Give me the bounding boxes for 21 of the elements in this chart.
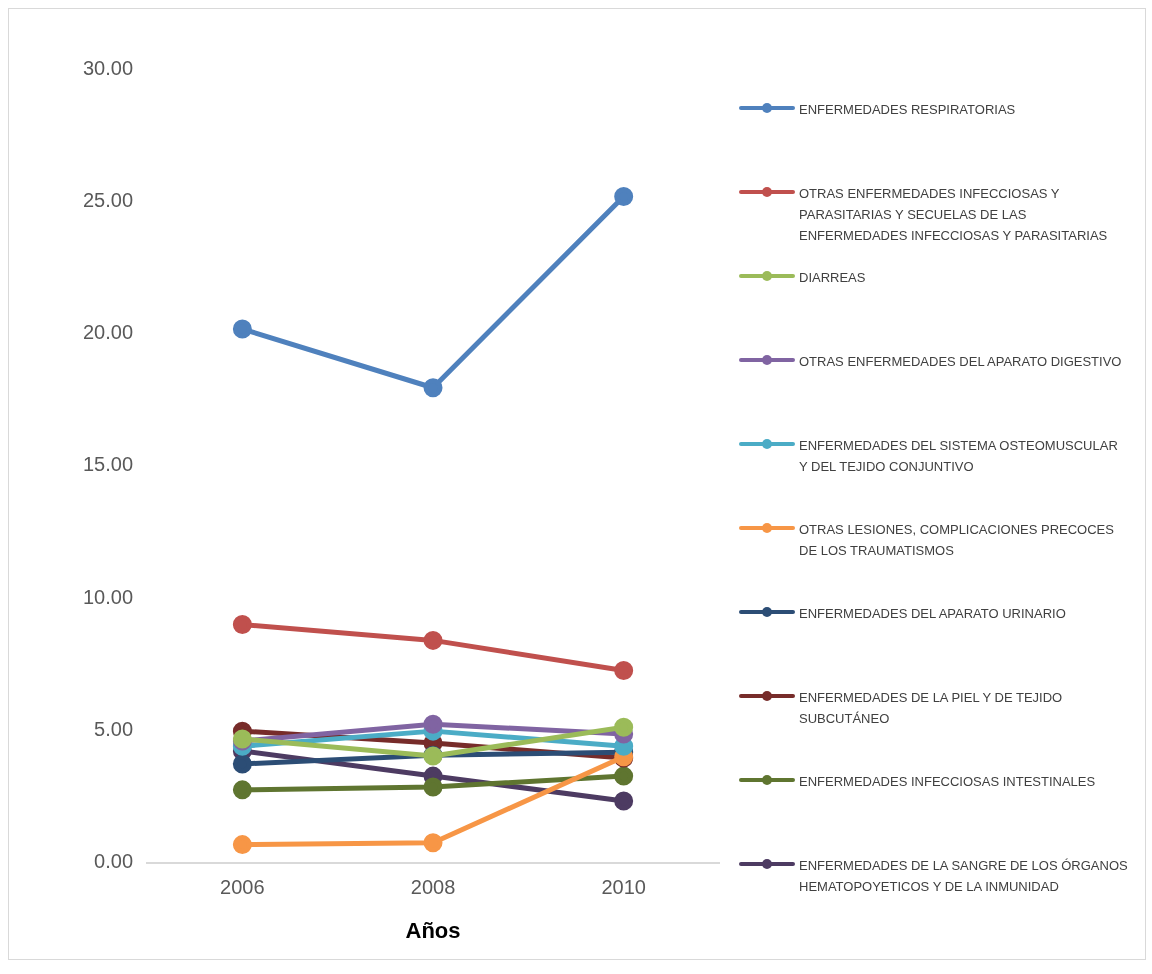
y-tick-label: 15.00 [82, 453, 134, 476]
legend-label: ENFERMEDADES RESPIRATORIAS [799, 101, 1017, 119]
legend-label: ENFERMEDADES DEL SISTEMA OSTEOMUSCULAR Y DEL TEJIDO CONJUNTIVO [799, 437, 1119, 476]
y-tick-label: 20.00 [82, 321, 134, 344]
legend-label: OTRAS LESIONES, COMPLICACIONES PRECOCES DE LOS TRAUMATISMOS [799, 521, 1115, 560]
legend-label: ENFERMEDADES INFECCIOSAS INTESTINALES [799, 773, 1097, 791]
legend-label: OTRAS ENFERMEDADES DEL APARATO DIGESTIVO [799, 353, 1123, 371]
y-tick-label: 5.00 [94, 717, 134, 740]
legend-label: OTRAS ENFERMEDADES INFECCIOSAS Y PARASITARIAS Y SECUELAS DE LAS ENFERMEDADES INFECCIOSAS Y PARASITARIAS [799, 185, 1109, 245]
y-tick-label: 10.00 [82, 585, 134, 608]
x-tick-label: 2008 [410, 876, 456, 899]
y-tick-label: 0.00 [94, 850, 134, 873]
x-tick-label: 2006 [220, 876, 265, 899]
y-tick-label: 30.00 [82, 56, 134, 79]
legend-label: ENFERMEDADES DEL APARATO URINARIO [799, 605, 1067, 623]
legend-label: DIARREAS [799, 269, 867, 287]
legend-label: ENFERMEDADES DE LA SANGRE DE LOS ÓRGANOS HEMATOPOYETICOS Y DE LA INMUNIDAD [799, 857, 1129, 896]
legend-label: ENFERMEDADES DE LA PIEL Y DE TEJIDO SUBCUTÁNEO [799, 689, 1064, 728]
x-tick-label: 2010 [601, 876, 646, 899]
x-axis-title: Años [405, 917, 461, 943]
y-tick-label: 25.00 [82, 188, 134, 211]
